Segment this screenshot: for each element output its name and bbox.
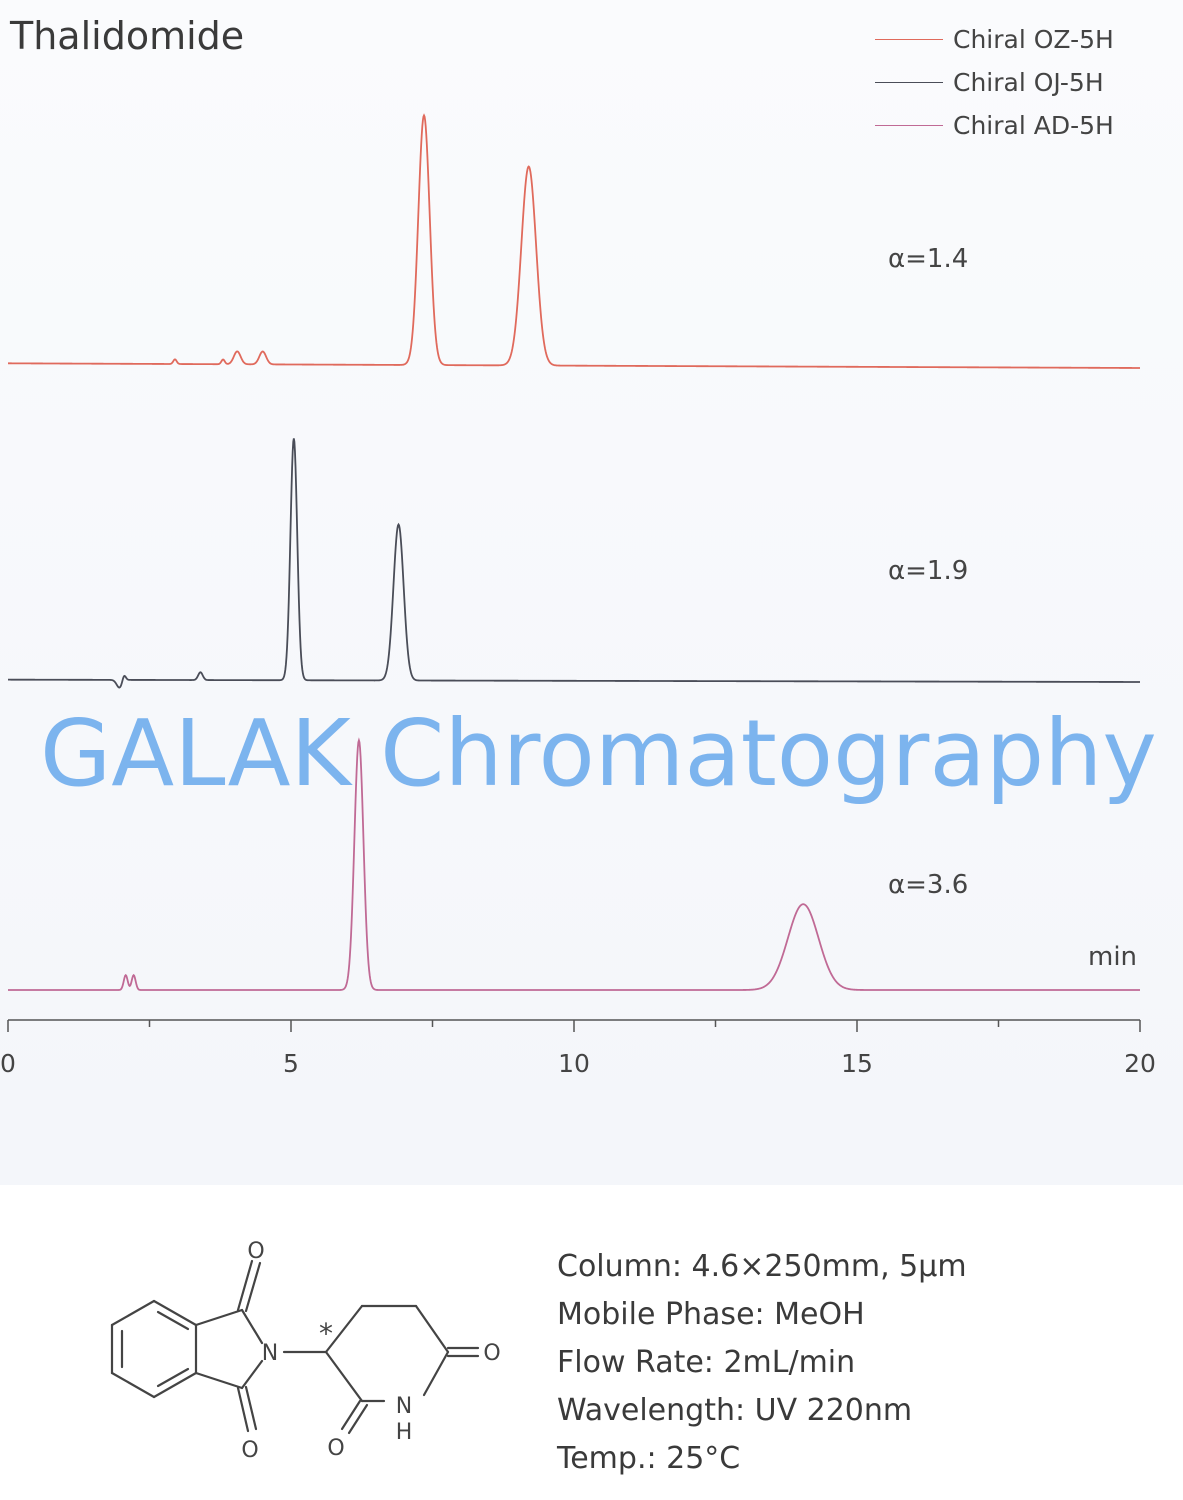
legend-item-ad: Chiral AD-5H bbox=[875, 104, 1114, 147]
condition-temperature: Temp.: 25°C bbox=[557, 1441, 741, 1476]
condition-wavelength: Wavelength: UV 220nm bbox=[557, 1393, 913, 1428]
atom-o-lower: O bbox=[327, 1436, 344, 1461]
series-line-ad bbox=[8, 737, 1140, 991]
atom-o-bottom: O bbox=[241, 1438, 258, 1463]
condition-mobile-phase: Mobile Phase: MeOH bbox=[557, 1297, 865, 1332]
chromatogram-plot: 0 5 10 15 20 bbox=[0, 113, 1156, 1078]
chart-area: 0 5 10 15 20 Thalidomide Chiral OZ-5H Chiral… bbox=[0, 0, 1183, 1185]
x-tick-label-15: 15 bbox=[841, 1049, 873, 1078]
structure-atom-labels: O O N O O N H * bbox=[241, 1239, 500, 1463]
x-tick-label-0: 0 bbox=[0, 1049, 16, 1078]
atom-h: H bbox=[396, 1420, 413, 1445]
x-tick-label-20: 20 bbox=[1124, 1049, 1156, 1078]
chiral-center-star: * bbox=[319, 1317, 333, 1350]
alpha-label-oz: α=1.4 bbox=[888, 244, 969, 274]
legend: Chiral OZ-5H Chiral OJ-5H Chiral AD-5H bbox=[875, 18, 1114, 147]
alpha-label-oj: α=1.9 bbox=[888, 556, 969, 586]
legend-swatch-oj bbox=[875, 82, 943, 83]
atom-n-phthalimide: N bbox=[262, 1341, 278, 1366]
conditions-list: Column: 4.6×250mm, 5µm Mobile Phase: MeO… bbox=[557, 1243, 967, 1483]
condition-column: Column: 4.6×250mm, 5µm bbox=[557, 1249, 967, 1284]
series-line-oz bbox=[8, 113, 1140, 369]
legend-swatch-ad bbox=[875, 125, 943, 126]
legend-label-oj: Chiral OJ-5H bbox=[953, 68, 1104, 97]
legend-item-oj: Chiral OJ-5H bbox=[875, 61, 1114, 104]
atom-o-right: O bbox=[483, 1341, 500, 1366]
chart-title: Thalidomide bbox=[10, 14, 245, 58]
x-tick-label-5: 5 bbox=[283, 1049, 299, 1078]
legend-swatch-oz bbox=[875, 39, 943, 40]
x-axis-unit-label: min bbox=[1088, 942, 1138, 972]
thalidomide-structure: O O N O O N H * bbox=[110, 1239, 501, 1463]
series-line-oj bbox=[8, 438, 1140, 689]
watermark: GALAK Chromatography bbox=[40, 700, 1157, 807]
atom-n-glutarimide: N bbox=[396, 1394, 412, 1419]
alpha-label-ad: α=3.6 bbox=[888, 870, 969, 900]
structure-bonds bbox=[110, 1259, 480, 1435]
legend-item-oz: Chiral OZ-5H bbox=[875, 18, 1114, 61]
atom-o-top: O bbox=[247, 1239, 264, 1264]
condition-flow-rate: Flow Rate: 2mL/min bbox=[557, 1345, 856, 1380]
x-tick-label-10: 10 bbox=[558, 1049, 590, 1078]
legend-label-ad: Chiral AD-5H bbox=[953, 111, 1114, 140]
legend-label-oz: Chiral OZ-5H bbox=[953, 25, 1114, 54]
